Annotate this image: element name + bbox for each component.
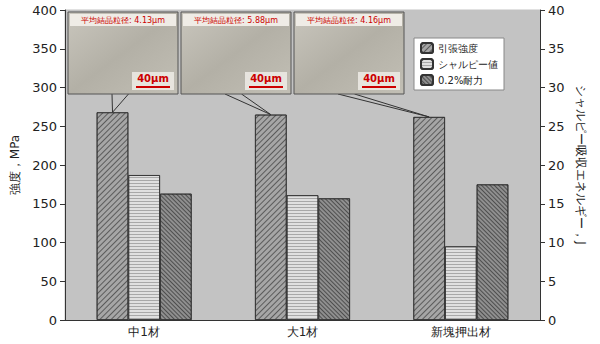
svg-text:20: 20	[548, 158, 565, 173]
svg-text:200: 200	[32, 158, 57, 173]
svg-text:35: 35	[548, 41, 565, 56]
svg-text:平均結晶粒径: 5.88μm: 平均結晶粒径: 5.88μm	[194, 16, 278, 25]
svg-text:平均結晶粒径: 4.13μm: 平均結晶粒径: 4.13μm	[81, 16, 165, 25]
svg-text:引張強度: 引張強度	[438, 43, 478, 54]
svg-text:新塊押出材: 新塊押出材	[431, 325, 491, 339]
svg-text:50: 50	[40, 274, 57, 289]
svg-text:中1材: 中1材	[128, 325, 160, 339]
svg-text:40μm: 40μm	[363, 73, 395, 84]
svg-text:25: 25	[548, 119, 565, 134]
svg-text:シャルピー吸収エネルギー，J: シャルピー吸収エネルギー，J	[574, 85, 588, 245]
svg-text:40: 40	[548, 3, 565, 18]
svg-text:350: 350	[32, 41, 57, 56]
svg-text:シャルピー値: シャルピー値	[438, 59, 498, 70]
svg-text:150: 150	[32, 196, 57, 211]
svg-text:10: 10	[548, 235, 565, 250]
svg-text:30: 30	[548, 80, 565, 95]
svg-text:5: 5	[548, 274, 556, 289]
svg-text:15: 15	[548, 196, 565, 211]
svg-text:0.2%耐力: 0.2%耐力	[438, 75, 483, 86]
svg-text:大1材: 大1材	[287, 325, 319, 339]
svg-text:40μm: 40μm	[250, 73, 282, 84]
svg-text:平均結晶粒径: 4.16μm: 平均結晶粒径: 4.16μm	[307, 16, 391, 25]
svg-text:250: 250	[32, 119, 57, 134]
svg-text:400: 400	[32, 3, 57, 18]
svg-text:100: 100	[32, 235, 57, 250]
svg-text:強度，MPa: 強度，MPa	[8, 135, 22, 195]
svg-text:0: 0	[49, 313, 57, 328]
svg-text:300: 300	[32, 80, 57, 95]
svg-text:40μm: 40μm	[137, 73, 169, 84]
svg-text:0: 0	[548, 313, 556, 328]
